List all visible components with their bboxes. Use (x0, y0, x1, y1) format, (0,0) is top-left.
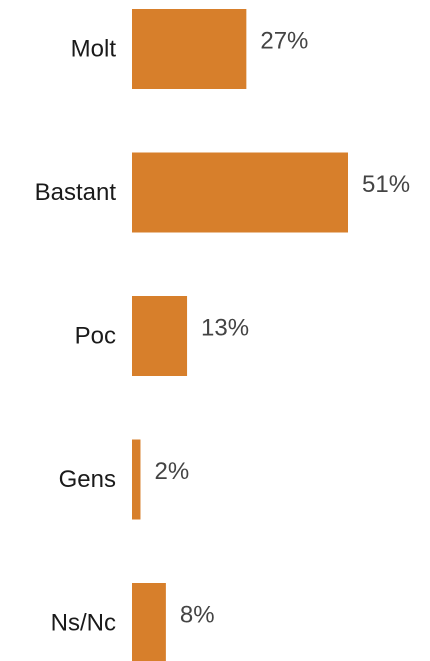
category-label: Ns/Nc (51, 610, 116, 637)
bars-group (132, 9, 348, 661)
bar-ns-nc (132, 583, 166, 661)
value-label: 27% (260, 28, 308, 55)
category-label: Bastant (35, 179, 117, 206)
bar-molt (132, 9, 247, 89)
category-label: Poc (75, 323, 116, 350)
bar-gens (132, 439, 141, 520)
bar-poc (132, 296, 188, 376)
category-labels-group: Molt Bastant Poc Gens Ns/Nc (35, 36, 117, 637)
value-label: 2% (154, 458, 189, 485)
value-label: 8% (180, 602, 215, 629)
value-labels-group: 27% 51% 13% 2% 8% (154, 28, 410, 629)
category-label: Molt (71, 36, 117, 63)
category-label: Gens (59, 466, 116, 493)
bar-bastant (132, 152, 348, 233)
value-label: 51% (362, 171, 410, 198)
value-label: 13% (201, 315, 249, 342)
